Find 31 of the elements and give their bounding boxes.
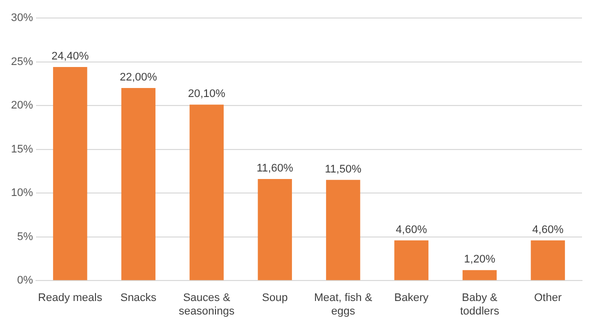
data-label: 11,60% — [256, 162, 294, 175]
y-tick-label: 20% — [10, 100, 34, 112]
data-label: 22,00% — [120, 72, 158, 84]
bar — [121, 88, 156, 280]
bar — [394, 240, 428, 280]
x-tick-label: Snacks — [120, 292, 157, 304]
y-tick-label: 5% — [17, 230, 34, 243]
data-label: 4,60% — [532, 224, 564, 236]
x-tick-label: Other — [534, 292, 562, 304]
bar — [462, 270, 497, 280]
data-label: 11,50% — [324, 163, 362, 176]
bar — [53, 67, 88, 280]
data-label: 20,10% — [188, 88, 226, 100]
x-tick-label: Meat, fish & eggs — [314, 292, 373, 318]
x-tick-label: Sauces & seasonings — [178, 292, 235, 318]
bar — [190, 104, 224, 280]
data-label: 24,40% — [51, 50, 90, 63]
x-tick-label: Soup — [262, 292, 288, 304]
x-tick-label: Ready meals — [38, 292, 103, 304]
x-tick-label: Baby & toddlers — [460, 292, 500, 318]
data-label: 1,20% — [464, 254, 496, 266]
bar — [326, 180, 360, 280]
bar — [530, 240, 565, 280]
y-tick-label: 10% — [10, 187, 34, 200]
y-tick-label: 15% — [10, 143, 34, 156]
y-tick-label: 0% — [17, 274, 34, 287]
x-tick-label: Bakery — [394, 292, 429, 304]
bar — [258, 179, 292, 280]
y-tick-label: 25% — [10, 56, 34, 68]
y-tick-label: 30% — [10, 12, 34, 24]
data-label: 4,60% — [396, 224, 428, 236]
